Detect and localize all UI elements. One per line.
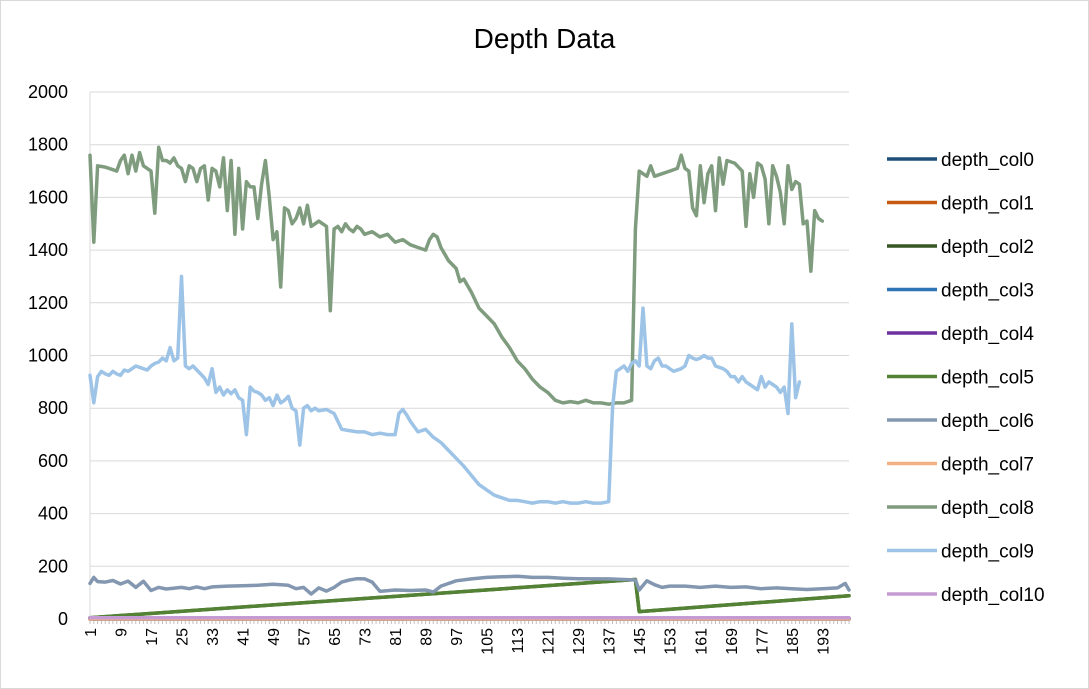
y-tick-label: 400 bbox=[38, 504, 68, 524]
y-tick-label: 200 bbox=[38, 556, 68, 576]
y-tick-label: 1600 bbox=[28, 187, 68, 207]
x-tick-label: 41 bbox=[236, 628, 253, 646]
series-line-depth_col2 bbox=[88, 577, 851, 620]
x-tick-label: 153 bbox=[663, 628, 680, 655]
x-tick-label: 121 bbox=[541, 628, 558, 655]
legend-label: depth_col6 bbox=[941, 411, 1034, 432]
x-tick-label: 1 bbox=[83, 628, 100, 637]
x-axis: 1 9 17 25 33 41 49 57 65 73 81 89 97 105 113 121 129 137 1… bbox=[83, 618, 850, 655]
x-tick-label: 113 bbox=[510, 628, 527, 654]
y-tick-label: 1800 bbox=[28, 135, 68, 155]
legend-label: depth_col2 bbox=[941, 237, 1034, 258]
x-tick-label: 185 bbox=[785, 628, 802, 655]
legend-label: depth_col0 bbox=[941, 150, 1034, 171]
legend-label: depth_col5 bbox=[941, 368, 1034, 389]
x-tick-label: 57 bbox=[297, 628, 314, 646]
x-tick-label: 25 bbox=[175, 628, 192, 646]
x-tick-label: 81 bbox=[388, 628, 405, 646]
y-tick-label: 800 bbox=[38, 398, 68, 418]
legend-label: depth_col4 bbox=[941, 324, 1034, 345]
y-tick-label: 1400 bbox=[28, 240, 68, 260]
legend-label: depth_col9 bbox=[941, 542, 1034, 563]
legend-label: depth_col7 bbox=[941, 455, 1034, 476]
x-tick-label: 33 bbox=[205, 628, 222, 646]
series-line-depth_col9 bbox=[88, 274, 802, 505]
y-tick-label: 1200 bbox=[28, 293, 68, 313]
legend-label: depth_col1 bbox=[941, 194, 1034, 215]
x-tick-label: 137 bbox=[602, 628, 619, 655]
x-tick-label: 169 bbox=[724, 628, 741, 655]
x-tick-label: 193 bbox=[815, 628, 832, 655]
x-tick-label: 105 bbox=[480, 628, 497, 655]
gridlines bbox=[90, 91, 849, 620]
legend-label: depth_col3 bbox=[941, 281, 1034, 302]
chart-title: Depth Data bbox=[473, 23, 616, 54]
legend-label: depth_col8 bbox=[941, 498, 1034, 519]
y-tick-label: 600 bbox=[38, 451, 68, 471]
y-tick-label: 2000 bbox=[28, 82, 68, 102]
x-tick-label: 89 bbox=[419, 628, 436, 646]
y-tick-label: 0 bbox=[58, 609, 68, 629]
series-line-depth_col6 bbox=[88, 574, 851, 596]
y-tick-label: 1000 bbox=[28, 346, 68, 366]
legend: depth_col0 depth_col1 depth_col2 depth_col3… bbox=[887, 150, 1045, 606]
x-tick-label: 73 bbox=[358, 628, 375, 646]
x-tick-label: 161 bbox=[693, 628, 710, 655]
series-line-depth_col8 bbox=[88, 145, 825, 406]
x-tick-label: 17 bbox=[144, 628, 161, 646]
x-tick-label: 49 bbox=[266, 628, 283, 646]
x-tick-label: 97 bbox=[449, 628, 466, 646]
legend-label: depth_col10 bbox=[941, 585, 1045, 606]
x-tick-label: 9 bbox=[114, 628, 131, 637]
series-line-depth_col5 bbox=[88, 577, 851, 620]
x-tick-label: 177 bbox=[754, 628, 771, 655]
x-tick-label: 129 bbox=[571, 628, 588, 655]
x-tick-label: 65 bbox=[327, 628, 344, 646]
y-axis: 0 200 400 600 800 1000 1200 1400 1600 1800 2000 bbox=[28, 82, 91, 629]
x-tick-label: 145 bbox=[632, 628, 649, 655]
series-lines bbox=[88, 145, 851, 621]
